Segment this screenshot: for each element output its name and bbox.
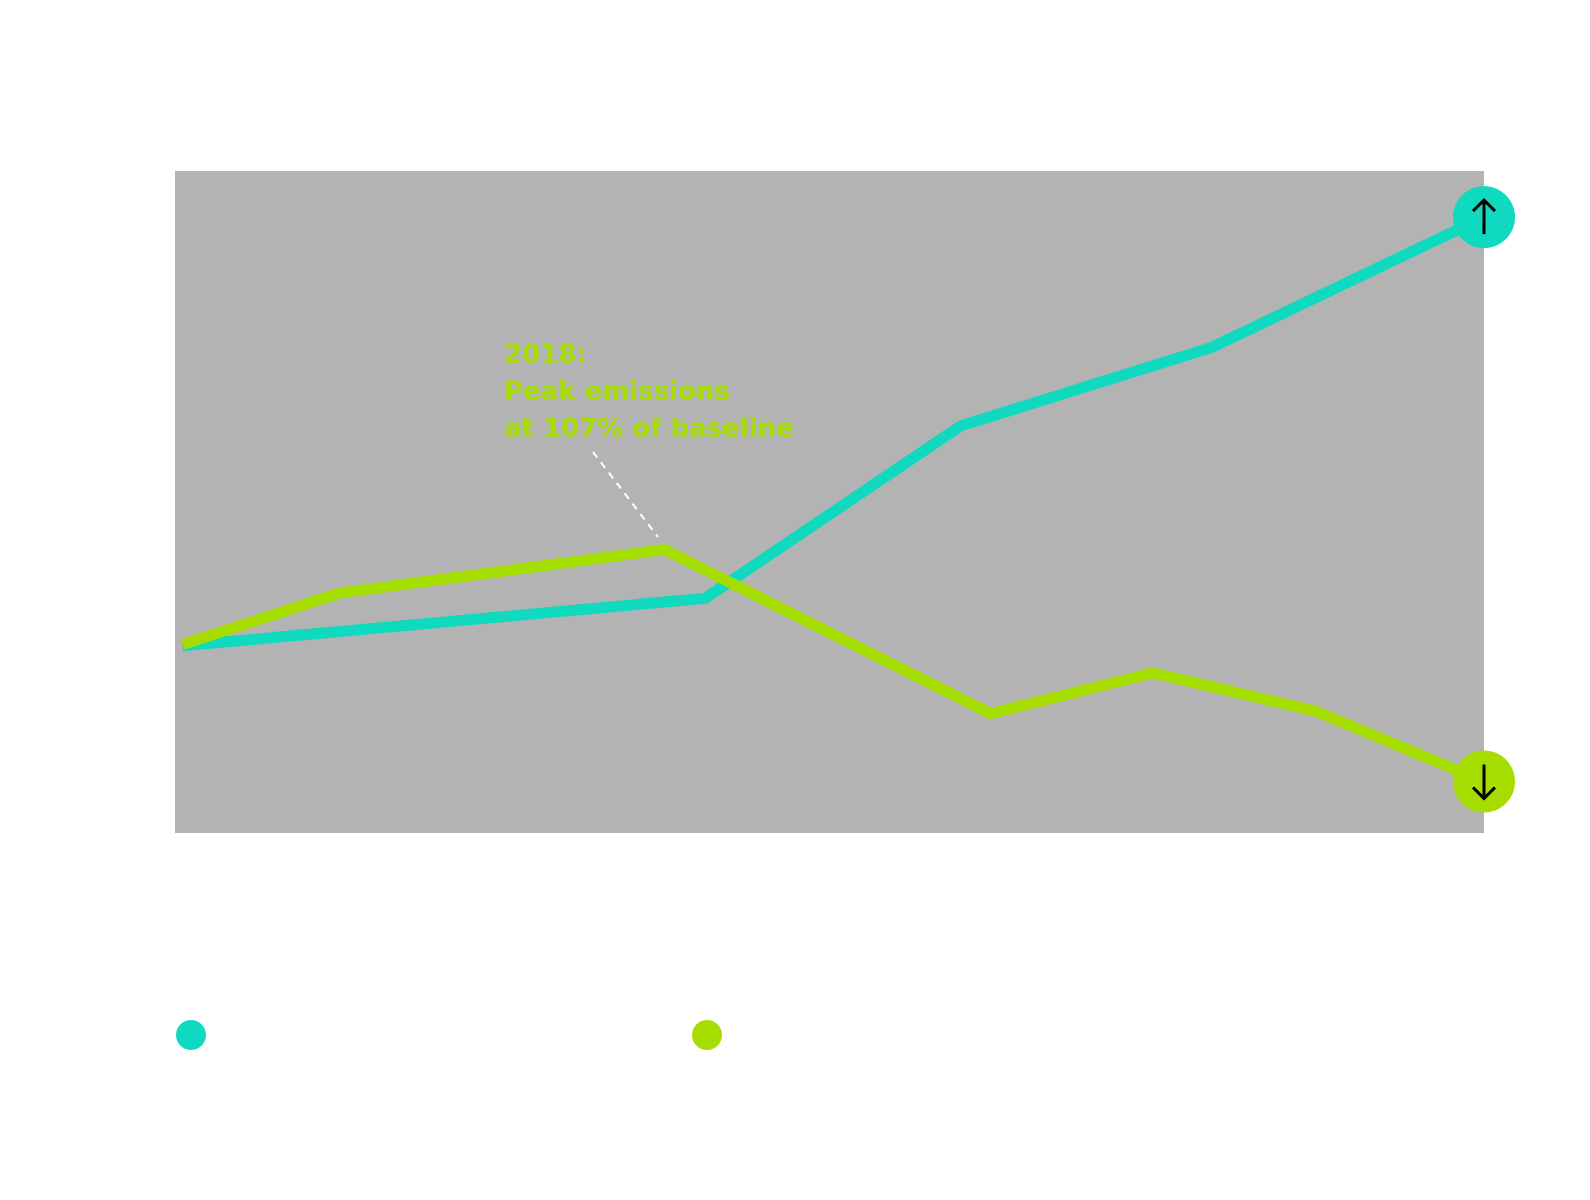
annotation: 2018: (504, 340, 587, 370)
trend-arrow (1471, 764, 1497, 801)
line (182, 212, 1487, 652)
annotation-leader (592, 451, 659, 538)
annotation: Peak emissions (504, 377, 730, 407)
trend-arrow (1471, 198, 1497, 235)
legend-swatch (692, 1020, 722, 1050)
plot-area (175, 171, 1484, 833)
legend-swatch (176, 1020, 206, 1050)
annotation: at 107% of baseline (504, 414, 794, 444)
line (181, 543, 1487, 787)
